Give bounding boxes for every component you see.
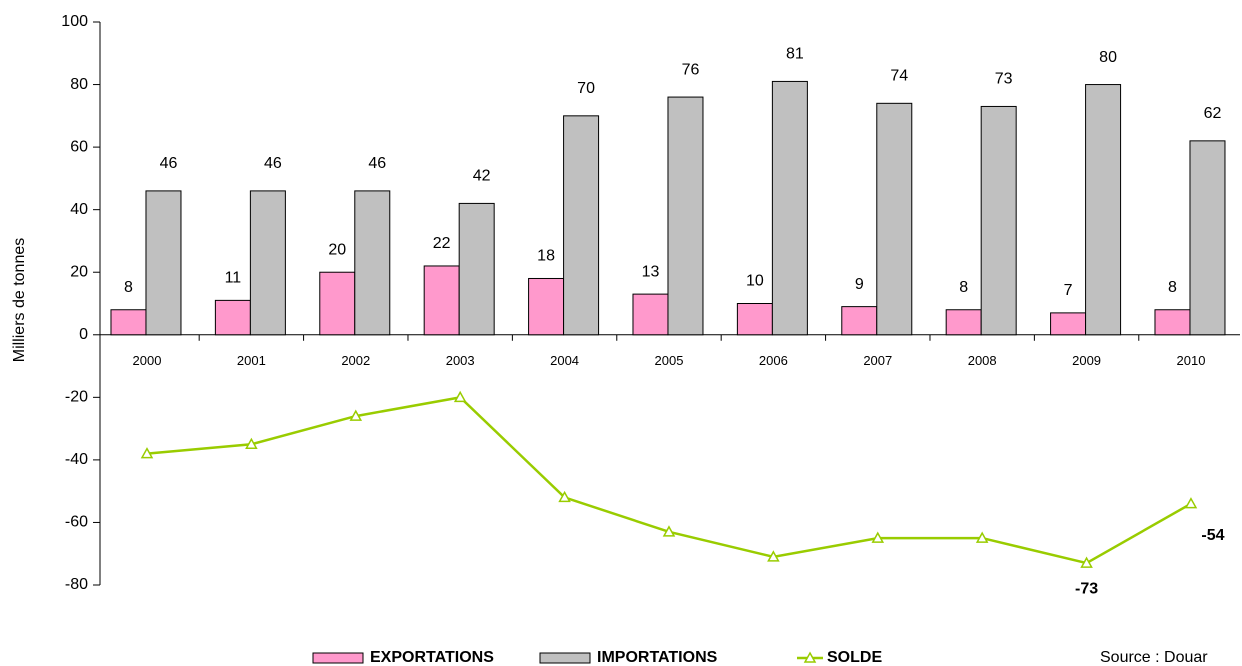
legend-label: EXPORTATIONS xyxy=(370,649,494,666)
data-label: 20 xyxy=(328,241,346,258)
data-label: 46 xyxy=(368,155,386,172)
data-label: 9 xyxy=(855,276,864,293)
legend-label: SOLDE xyxy=(827,649,882,666)
line-marker xyxy=(975,531,989,543)
bar xyxy=(110,309,147,336)
data-label: -54 xyxy=(1201,527,1224,544)
bar xyxy=(563,115,600,336)
bar xyxy=(1050,312,1087,336)
bar xyxy=(528,277,565,336)
bar xyxy=(145,190,182,336)
x-tick-label: 2007 xyxy=(863,353,892,368)
bar xyxy=(249,190,286,336)
x-tick-label: 2005 xyxy=(655,353,684,368)
data-label: 7 xyxy=(1064,282,1073,299)
bar xyxy=(945,309,982,336)
data-label: 74 xyxy=(890,68,908,85)
bar xyxy=(458,202,495,336)
legend-label: IMPORTATIONS xyxy=(597,649,718,666)
data-label: 81 xyxy=(786,46,804,63)
y-tick-label: 100 xyxy=(61,13,88,30)
line-marker xyxy=(349,409,363,421)
bar xyxy=(423,265,460,336)
data-label: 18 xyxy=(537,248,555,265)
bar xyxy=(1085,84,1122,336)
data-label: 80 xyxy=(1099,49,1117,66)
source: Source : Douar xyxy=(1100,649,1208,666)
line-marker xyxy=(767,550,780,562)
y-tick-label: -40 xyxy=(65,451,88,468)
data-label: 62 xyxy=(1204,105,1222,122)
legend-marker xyxy=(803,651,817,663)
bar xyxy=(876,102,913,336)
line-marker xyxy=(140,447,154,459)
data-label: 22 xyxy=(433,235,451,252)
line-marker xyxy=(1184,497,1198,509)
x-tick-label: 2000 xyxy=(133,353,162,368)
line-marker xyxy=(1080,556,1093,568)
line-marker xyxy=(871,531,885,543)
data-label: 13 xyxy=(642,263,660,280)
y-tick-label: -60 xyxy=(65,514,88,531)
legend-swatch xyxy=(312,652,364,664)
bar xyxy=(771,80,808,336)
line-marker xyxy=(453,390,467,403)
x-tick-label: 2001 xyxy=(237,353,266,368)
data-label: 42 xyxy=(473,168,491,185)
y-tick-label: 40 xyxy=(70,201,88,218)
data-label: 8 xyxy=(124,279,133,296)
data-label: 11 xyxy=(225,270,242,287)
data-label: 8 xyxy=(959,279,968,296)
bar xyxy=(1154,309,1191,336)
data-label: 46 xyxy=(264,155,282,172)
data-label: 46 xyxy=(160,155,178,172)
line-marker xyxy=(245,437,258,449)
bar xyxy=(354,190,391,336)
bar xyxy=(632,293,669,336)
line-marker xyxy=(662,525,676,537)
x-tick-label: 2010 xyxy=(1177,353,1206,368)
bar xyxy=(1189,140,1226,336)
y-tick-label: 60 xyxy=(70,138,88,155)
y-tick-label: 20 xyxy=(70,263,88,280)
data-label: 70 xyxy=(577,80,595,97)
line-solde xyxy=(146,395,1192,565)
bar xyxy=(667,96,704,336)
bar xyxy=(736,303,773,336)
data-label: 8 xyxy=(1168,279,1177,296)
data-label: 76 xyxy=(682,61,700,78)
line-marker xyxy=(558,490,571,503)
y-axis-label: Milliers de tonnes xyxy=(11,238,28,363)
bar xyxy=(980,105,1017,336)
y-tick-label: -80 xyxy=(65,576,88,593)
legend-swatch xyxy=(539,652,591,664)
x-tick-label: 2009 xyxy=(1072,353,1101,368)
x-tick-label: 2008 xyxy=(968,353,997,368)
x-tick-label: 2006 xyxy=(759,353,788,368)
data-label: 73 xyxy=(995,71,1013,88)
bar xyxy=(841,306,878,336)
bar xyxy=(319,271,356,336)
y-tick-label: 0 xyxy=(79,326,88,343)
data-label: 10 xyxy=(746,273,764,290)
bar xyxy=(214,299,251,336)
x-tick-label: 2002 xyxy=(341,353,370,368)
y-tick-label: 80 xyxy=(70,76,88,93)
y-tick-label: -20 xyxy=(65,389,88,406)
data-label: -73 xyxy=(1075,580,1098,597)
x-tick-label: 2003 xyxy=(446,353,475,368)
x-tick-label: 2004 xyxy=(550,353,579,368)
